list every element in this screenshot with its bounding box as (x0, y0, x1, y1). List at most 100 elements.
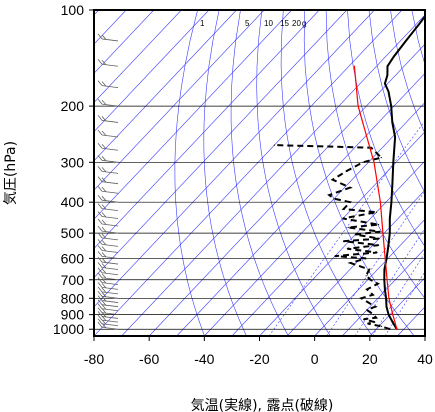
y-axis-title: 気圧(hPa) (3, 141, 19, 205)
dewpoint-point (372, 294, 374, 296)
parcel-point (373, 161, 375, 163)
y-tick-label: 200 (61, 98, 85, 114)
dewpoint-point (362, 161, 364, 163)
dry-adiabat-line (174, 10, 205, 336)
dewpoint-point (379, 231, 381, 233)
wind-barb (114, 10, 118, 11)
temperature-point (387, 90, 390, 93)
x-tick-label: -40 (194, 351, 214, 367)
wind-barb (97, 129, 119, 138)
isotherm-line (259, 160, 425, 336)
temperature-line (383, 14, 425, 330)
dewpoint-point (365, 257, 367, 259)
wind-barb (97, 256, 119, 265)
y-tick-label: 900 (61, 307, 85, 323)
temperature-point (394, 136, 396, 138)
dewpoint-point (374, 321, 376, 323)
y-tick-label: 1000 (53, 321, 84, 337)
wind-barb (97, 239, 119, 247)
wind-barb (97, 155, 119, 163)
temperature-point (394, 325, 396, 327)
dewpoint-point (350, 262, 352, 264)
isotherm-line (94, 10, 237, 162)
dewpoint-point (343, 208, 345, 210)
temperature-point (385, 306, 388, 308)
wind-barb (97, 295, 119, 303)
wind-barb (97, 232, 119, 241)
mixing-ratio-label: 5 (245, 19, 250, 28)
x-tick-label: 20 (362, 351, 378, 367)
temperature-point (389, 232, 391, 234)
y-tick-label: 100 (61, 2, 85, 18)
wind-barb (97, 211, 119, 219)
dewpoint-point (369, 279, 372, 281)
isotherm-line (94, 10, 320, 249)
temperature-point (388, 314, 390, 316)
wind-barb (97, 251, 119, 259)
dry-adiabat-line (347, 10, 425, 248)
dewpoint-point (360, 297, 362, 299)
isotherm-line (176, 72, 425, 336)
mixing-ratio-label: 20 (292, 19, 301, 28)
dewpoint-point (378, 224, 380, 226)
dewpoint-point (381, 325, 383, 327)
dry-adiabat-line (256, 10, 331, 336)
isotherm-line (121, 14, 425, 336)
dewpoint-point (334, 255, 336, 257)
wind-barb (97, 166, 119, 174)
wind-barb (97, 58, 119, 67)
wind-barb (97, 218, 119, 227)
wind-barb (97, 282, 119, 290)
dewpoint-point (363, 318, 365, 320)
x-tick-label: 40 (417, 351, 433, 367)
wind-barb (97, 203, 119, 212)
dewpoint-point (345, 170, 347, 172)
wind-barb (97, 272, 119, 281)
y-tick-label: 700 (61, 272, 85, 288)
y-tick-label: 800 (61, 290, 85, 306)
y-tick-label: 500 (61, 225, 85, 241)
isotherm-line (424, 335, 425, 336)
dry-adiabat-line (203, 10, 247, 336)
wind-barb (97, 115, 119, 123)
temperature-point (391, 121, 393, 123)
temperature-point (391, 183, 393, 185)
x-tick-label: -20 (249, 351, 269, 367)
dewpoint-point (370, 147, 372, 149)
wind-barb (97, 143, 119, 151)
isotherm-line (314, 218, 425, 336)
dewpoint-point (347, 226, 349, 229)
dewpoint-point (365, 275, 367, 277)
dewpoint-point (380, 157, 382, 159)
temperature-point (390, 317, 392, 319)
x-axis-title: 気温(実線), 露点(破線) (191, 398, 334, 412)
wind-barb (97, 98, 119, 107)
isotherm-line (94, 10, 348, 279)
isotherm-line (286, 189, 425, 336)
mixing-ratio-label: g (302, 19, 306, 28)
mixing-ratio-label: 10 (264, 19, 273, 28)
wind-barb (97, 262, 119, 270)
parcel-point (357, 105, 359, 107)
temperature-point (390, 105, 392, 107)
dewpoint-point (354, 233, 356, 236)
parcel-point (386, 279, 388, 281)
dewpoint-point (374, 306, 376, 308)
isotherm-line (94, 10, 210, 133)
wind-barbs (97, 10, 119, 330)
dewpoint-point (332, 179, 334, 181)
dewpoint-point (375, 317, 377, 319)
temperature-point (392, 161, 394, 163)
dewpoint-point (377, 244, 380, 246)
y-tick-label: 600 (61, 250, 85, 266)
parcel-point (396, 328, 398, 330)
temperature-point (386, 74, 388, 76)
temperature-point (389, 217, 391, 220)
dewpoint-point (328, 194, 330, 196)
wind-barb (97, 314, 119, 323)
mixing-ratio-line (326, 190, 425, 336)
dewpoint-point (389, 328, 391, 330)
dewpoint-point (333, 198, 335, 200)
dewpoint-point (368, 268, 370, 271)
